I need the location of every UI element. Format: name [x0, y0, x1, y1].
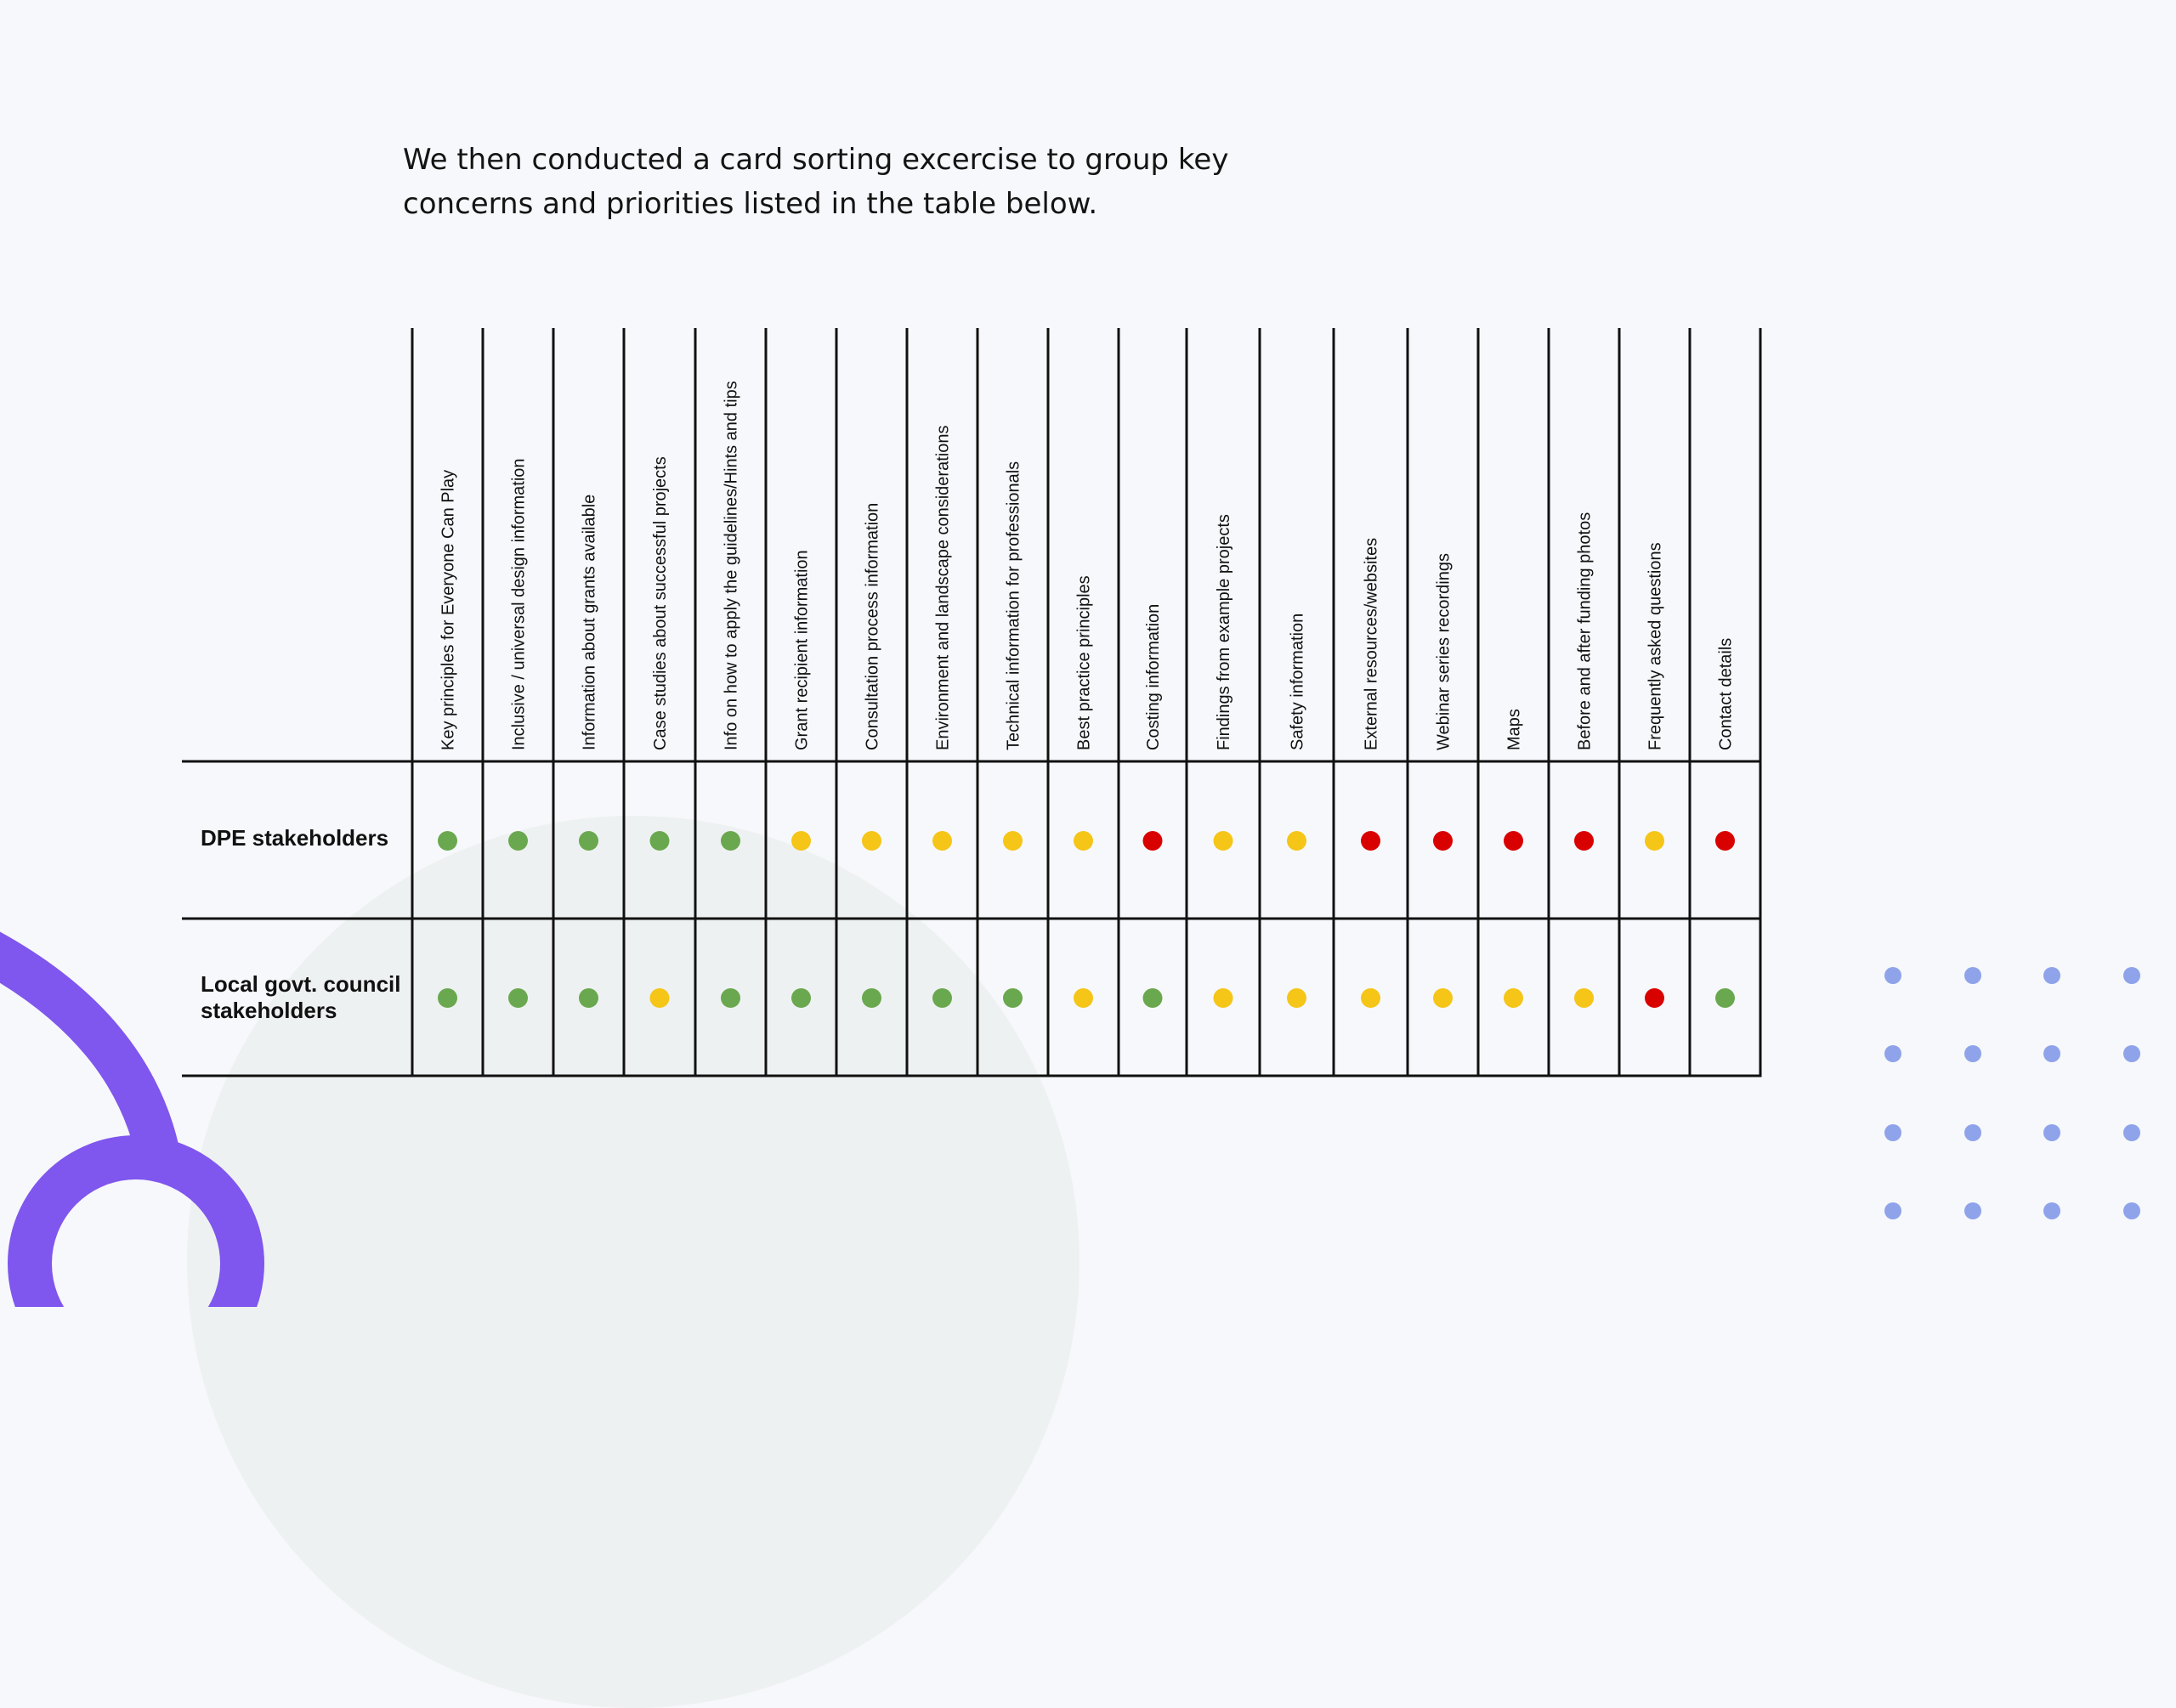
rating-dot-yellow	[1213, 831, 1233, 851]
rating-dot-green	[649, 831, 670, 851]
rating-dot-yellow	[1074, 988, 1093, 1008]
intro-line-2: concerns and priorities listed in the ta…	[403, 187, 1098, 221]
rating-dot-red	[1504, 831, 1523, 851]
column-header-grant-recipient-information: Grant recipient information	[793, 550, 812, 750]
intro-text: We then conducted a card sorting excerci…	[403, 138, 1287, 226]
rating-dot-green	[438, 831, 457, 851]
rating-dot-red	[1645, 988, 1664, 1008]
rating-dot-green	[579, 831, 598, 851]
rating-dot-green	[508, 831, 528, 851]
rating-dot-yellow	[791, 831, 811, 851]
column-header-environment-and-landscape-considerations: Environment and landscape considerations	[934, 426, 953, 750]
rating-dot-yellow	[1287, 831, 1306, 851]
column-header-technical-information-for-professionals: Technical information for professionals	[1005, 461, 1023, 750]
table-column-headers: Key principles for Everyone Can Play Incl…	[439, 381, 1736, 750]
column-header-consultation-process-information: Consultation process information	[864, 503, 882, 750]
rating-dot-green	[1003, 988, 1023, 1008]
rating-dot-yellow	[649, 988, 670, 1008]
column-header-frequently-asked-questions: Frequently asked questions	[1646, 542, 1665, 750]
rating-dot-yellow	[1287, 988, 1306, 1008]
rating-dot-yellow	[862, 831, 881, 851]
column-header-safety-information: Safety information	[1289, 614, 1307, 750]
column-header-key-principles-for-everyone-can-play: Key principles for Everyone Can Play	[439, 470, 458, 750]
rating-dot-red	[1715, 831, 1735, 851]
rating-dot-yellow	[1074, 831, 1093, 851]
rating-dot-green	[932, 988, 952, 1008]
column-header-findings-from-example-projects: Findings from example projects	[1215, 514, 1233, 750]
column-header-inclusive-universal-design-information: Inclusive / universal design information	[510, 458, 529, 750]
row-label-dpe-stakeholders: DPE stakeholders	[201, 824, 389, 851]
table-grid-lines	[182, 328, 1762, 1077]
column-header-webinar-series-recordings: Webinar series recordings	[1435, 553, 1454, 750]
rating-dot-green	[1715, 988, 1735, 1008]
rating-dot-green	[1142, 988, 1163, 1008]
rating-dot-yellow	[1003, 831, 1023, 851]
rating-dot-red	[1142, 831, 1163, 851]
rating-dot-green	[579, 988, 598, 1008]
rating-dot-green	[508, 988, 528, 1008]
column-header-information-about-grants-available: Information about grants available	[581, 495, 599, 750]
rating-dot-yellow	[1433, 988, 1453, 1008]
column-header-costing-information: Costing information	[1144, 604, 1163, 750]
column-header-case-studies-about-successful-projects: Case studies about successful projects	[651, 456, 670, 750]
rating-dot-green	[791, 988, 811, 1008]
column-header-best-practice-principles: Best practice principles	[1075, 575, 1094, 750]
rating-dot-red	[1361, 831, 1380, 851]
rating-dot-green	[721, 988, 740, 1008]
rating-dot-yellow	[1361, 988, 1380, 1008]
column-header-external-resources-websites: External resources/websites	[1363, 538, 1381, 750]
rating-dot-green	[862, 988, 881, 1008]
rating-dot-yellow	[1213, 988, 1233, 1008]
column-header-maps: Maps	[1505, 709, 1524, 750]
rating-dot-red	[1574, 831, 1594, 851]
column-header-info-on-how-to-apply-the-guidelines-hints-and-tips: Info on how to apply the guidelines/Hint…	[722, 381, 741, 750]
rating-dot-green	[721, 831, 740, 851]
rating-dot-yellow	[932, 831, 952, 851]
rating-dot-red	[1433, 831, 1453, 851]
rating-dot-yellow	[1504, 988, 1523, 1008]
column-header-contact-details: Contact details	[1717, 638, 1736, 750]
rating-dot-yellow	[1574, 988, 1594, 1008]
intro-line-1: We then conducted a card sorting excerci…	[403, 143, 1229, 177]
rating-dot-yellow	[1645, 831, 1664, 851]
row-label-local-govt-council-stakeholders: Local govt. council stakeholders	[201, 970, 401, 1023]
column-header-before-and-after-funding-photos: Before and after funding photos	[1576, 512, 1595, 750]
rating-dot-green	[438, 988, 457, 1008]
